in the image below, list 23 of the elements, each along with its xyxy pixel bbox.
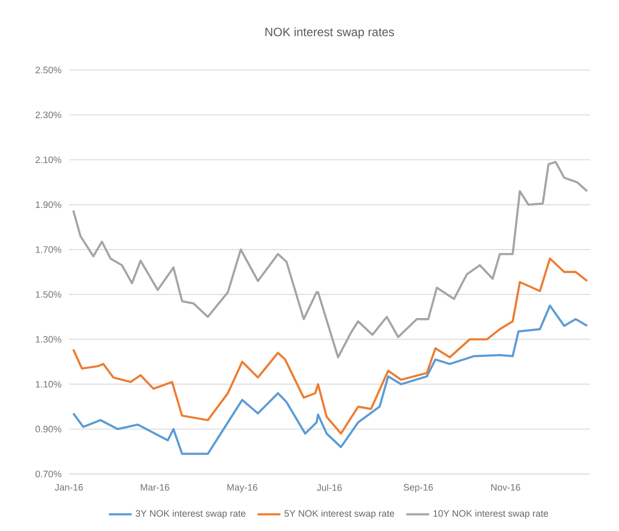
y-tick-label: 2.30% (36, 112, 62, 118)
line-series (72, 160, 588, 358)
line-series (72, 304, 588, 455)
legend-label: 5Y NOK interest swap rate (284, 510, 394, 519)
x-tick-label: Jan-16 (54, 484, 83, 491)
y-tick-label: 1.50% (36, 291, 62, 298)
legend-label: 3Y NOK interest swap rate (136, 510, 246, 519)
x-tick-label: Nov-16 (491, 484, 520, 491)
y-tick-label: 1.70% (36, 246, 62, 253)
y-tick-label: 2.10% (36, 156, 62, 164)
y-tick-label: 1.10% (36, 380, 62, 388)
x-tick-label: Mar-16 (140, 484, 170, 491)
chart-title: NOK interest swap rates (265, 27, 394, 39)
x-tick-label: Jul-16 (316, 484, 342, 491)
y-tick-label: 1.90% (36, 201, 62, 208)
legend-label: 10Y NOK interest swap rate (434, 510, 548, 519)
y-tick-label: 1.30% (36, 336, 62, 343)
y-tick-label: 0.70% (36, 470, 62, 478)
y-tick-label: 2.50% (36, 66, 62, 74)
x-tick-label: Sep-16 (404, 484, 433, 492)
line-series (72, 257, 588, 435)
y-tick-label: 0.90% (36, 426, 62, 432)
x-tick-label: May-16 (227, 484, 258, 492)
